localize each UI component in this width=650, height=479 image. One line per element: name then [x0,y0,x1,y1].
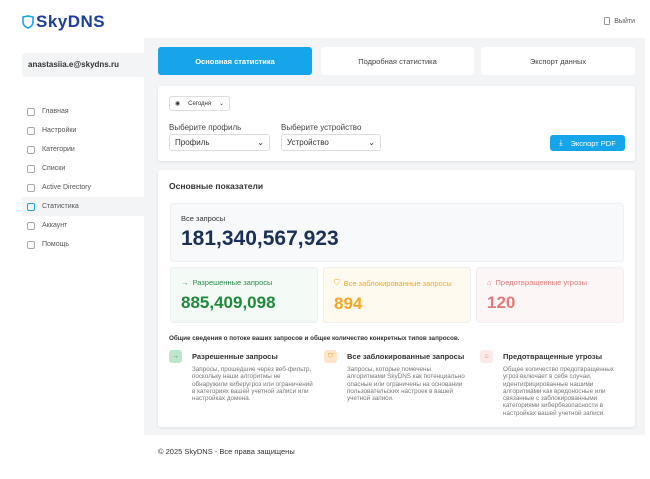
info-text: Запросы, прошедшие через веб-фильтр, пос… [192,366,313,403]
sidebar-item-1[interactable]: Настройки [22,121,144,140]
allowed-label: Разрешенные запросы [192,278,273,287]
logout-icon [604,17,611,25]
info-title: Все заблокированные запросы [347,352,465,361]
total-value: 181,340,567,923 [181,227,339,250]
sidebar-item-label: Главная [42,108,69,115]
sidebar [22,38,144,435]
sidebar-nav: Главная Настройки Категории Списки Active Di… [22,102,144,254]
shield-logo-icon [22,15,34,29]
help-icon [27,240,35,249]
chevron-down-icon: ⌄ [257,138,264,147]
logo-text: SkyDNS [36,12,106,31]
shield-icon: ⛉ [324,350,337,363]
sidebar-item-label: Помощь [42,241,70,248]
arrow-right-icon: → [181,278,189,287]
sidebar-item-label: Статистика [42,203,79,210]
sidebar-item-label: Аккаунт [42,222,68,229]
sidebar-item-0[interactable]: Главная [22,102,144,121]
info-text: Общее количество предотвращенных угроз в… [503,366,614,417]
tab-export-data[interactable]: Экспорт данных [481,47,635,75]
sidebar-item-4[interactable]: Active Directory [22,178,144,197]
export-pdf-button[interactable]: ⤓ Экспорт PDF [550,135,625,151]
allowed-value: 885,409,098 [181,293,276,312]
sidebar-item-6[interactable]: Аккаунт [22,216,144,235]
chevron-down-icon: ⌄ [218,101,224,107]
user-email: anastasiia.e@skydns.ru [22,53,144,77]
export-pdf-label: Экспорт PDF [570,138,616,148]
allowed-box: → Разрешенные запросы 885,409,098 [170,267,318,323]
stats-title: Основные показатели [169,181,264,191]
info-title: Разрешенные запросы [192,352,278,361]
profile-label: Выберите профиль [169,123,242,132]
info-title: Предотвращенные угрозы [503,352,603,361]
device-label: Выберите устройство [281,123,362,132]
total-label: Все запросы [181,214,226,223]
chevron-down-icon: ⌄ [368,138,375,147]
device-select[interactable]: Устройство ⌄ [281,134,381,151]
blocked-box: ⛉ Все заблокированные запросы 894 [323,267,471,323]
network-icon [27,183,35,192]
threats-box: ⌂ Предотвращенные угрозы 120 [476,267,624,323]
total-requests-box: Все запросы 181,340,567,923 [170,203,624,262]
profile-value: Профиль [175,138,210,147]
shield-icon: ⛉ [334,278,340,287]
info-blocked: ⛉ Все заблокированные запросы Запросы, кот… [324,350,474,402]
info-threats: ⌂ Предотвращенные угрозы Общее количество … [480,350,630,417]
user-icon [27,221,35,230]
profile-select[interactable]: Профиль ⌄ [169,134,270,151]
footer-copyright: © 2025 SkyDNS - Все права защищены [158,447,295,456]
threats-value: 120 [487,293,516,312]
info-text: Запросы, которые помечены алгоритмами Sk… [347,366,465,403]
sidebar-item-label: Категории [42,146,75,153]
info-allowed: → Разрешенные запросы Запросы, прошедшие ч… [169,350,319,402]
sidebar-item-2[interactable]: Категории [22,140,144,159]
period-value: Сегодня [188,100,212,107]
sliders-icon [27,126,35,135]
sidebar-item-label: Настройки [42,127,77,134]
stats-summary: Общие сведения о потоке ваших запросов и… [169,335,460,342]
alert-icon: ⌂ [480,350,493,363]
grid-icon [27,107,35,116]
sidebar-item-label: Active Directory [42,184,92,191]
alert-icon: ⌂ [487,278,492,287]
arrow-right-icon: → [169,350,182,363]
logo[interactable]: SkyDNS [22,12,105,32]
tab-main-stats[interactable]: Основная статистика [158,47,312,75]
blocked-label: Все заблокированные запросы [343,278,452,288]
download-icon: ⤓ [559,138,563,147]
tab-detailed-stats[interactable]: Подробная статистика [321,47,474,75]
chart-icon [27,202,35,211]
threats-label: Предотвращенные угрозы [495,278,588,287]
device-value: Устройство [287,138,329,147]
sidebar-item-3[interactable]: Списки [22,159,144,178]
sidebar-item-label: Списки [42,165,66,172]
logout-button[interactable]: Выйти [604,17,635,25]
period-select[interactable]: ◉ Сегодня ⌄ [169,96,230,111]
sidebar-item-7[interactable]: Помощь [22,235,144,254]
clock-icon: ◉ [175,101,181,107]
logout-label: Выйти [614,17,635,25]
lock-icon [27,145,35,154]
blocked-value: 894 [334,294,363,313]
list-icon [27,164,35,173]
sidebar-item-5[interactable]: Статистика [22,197,144,216]
